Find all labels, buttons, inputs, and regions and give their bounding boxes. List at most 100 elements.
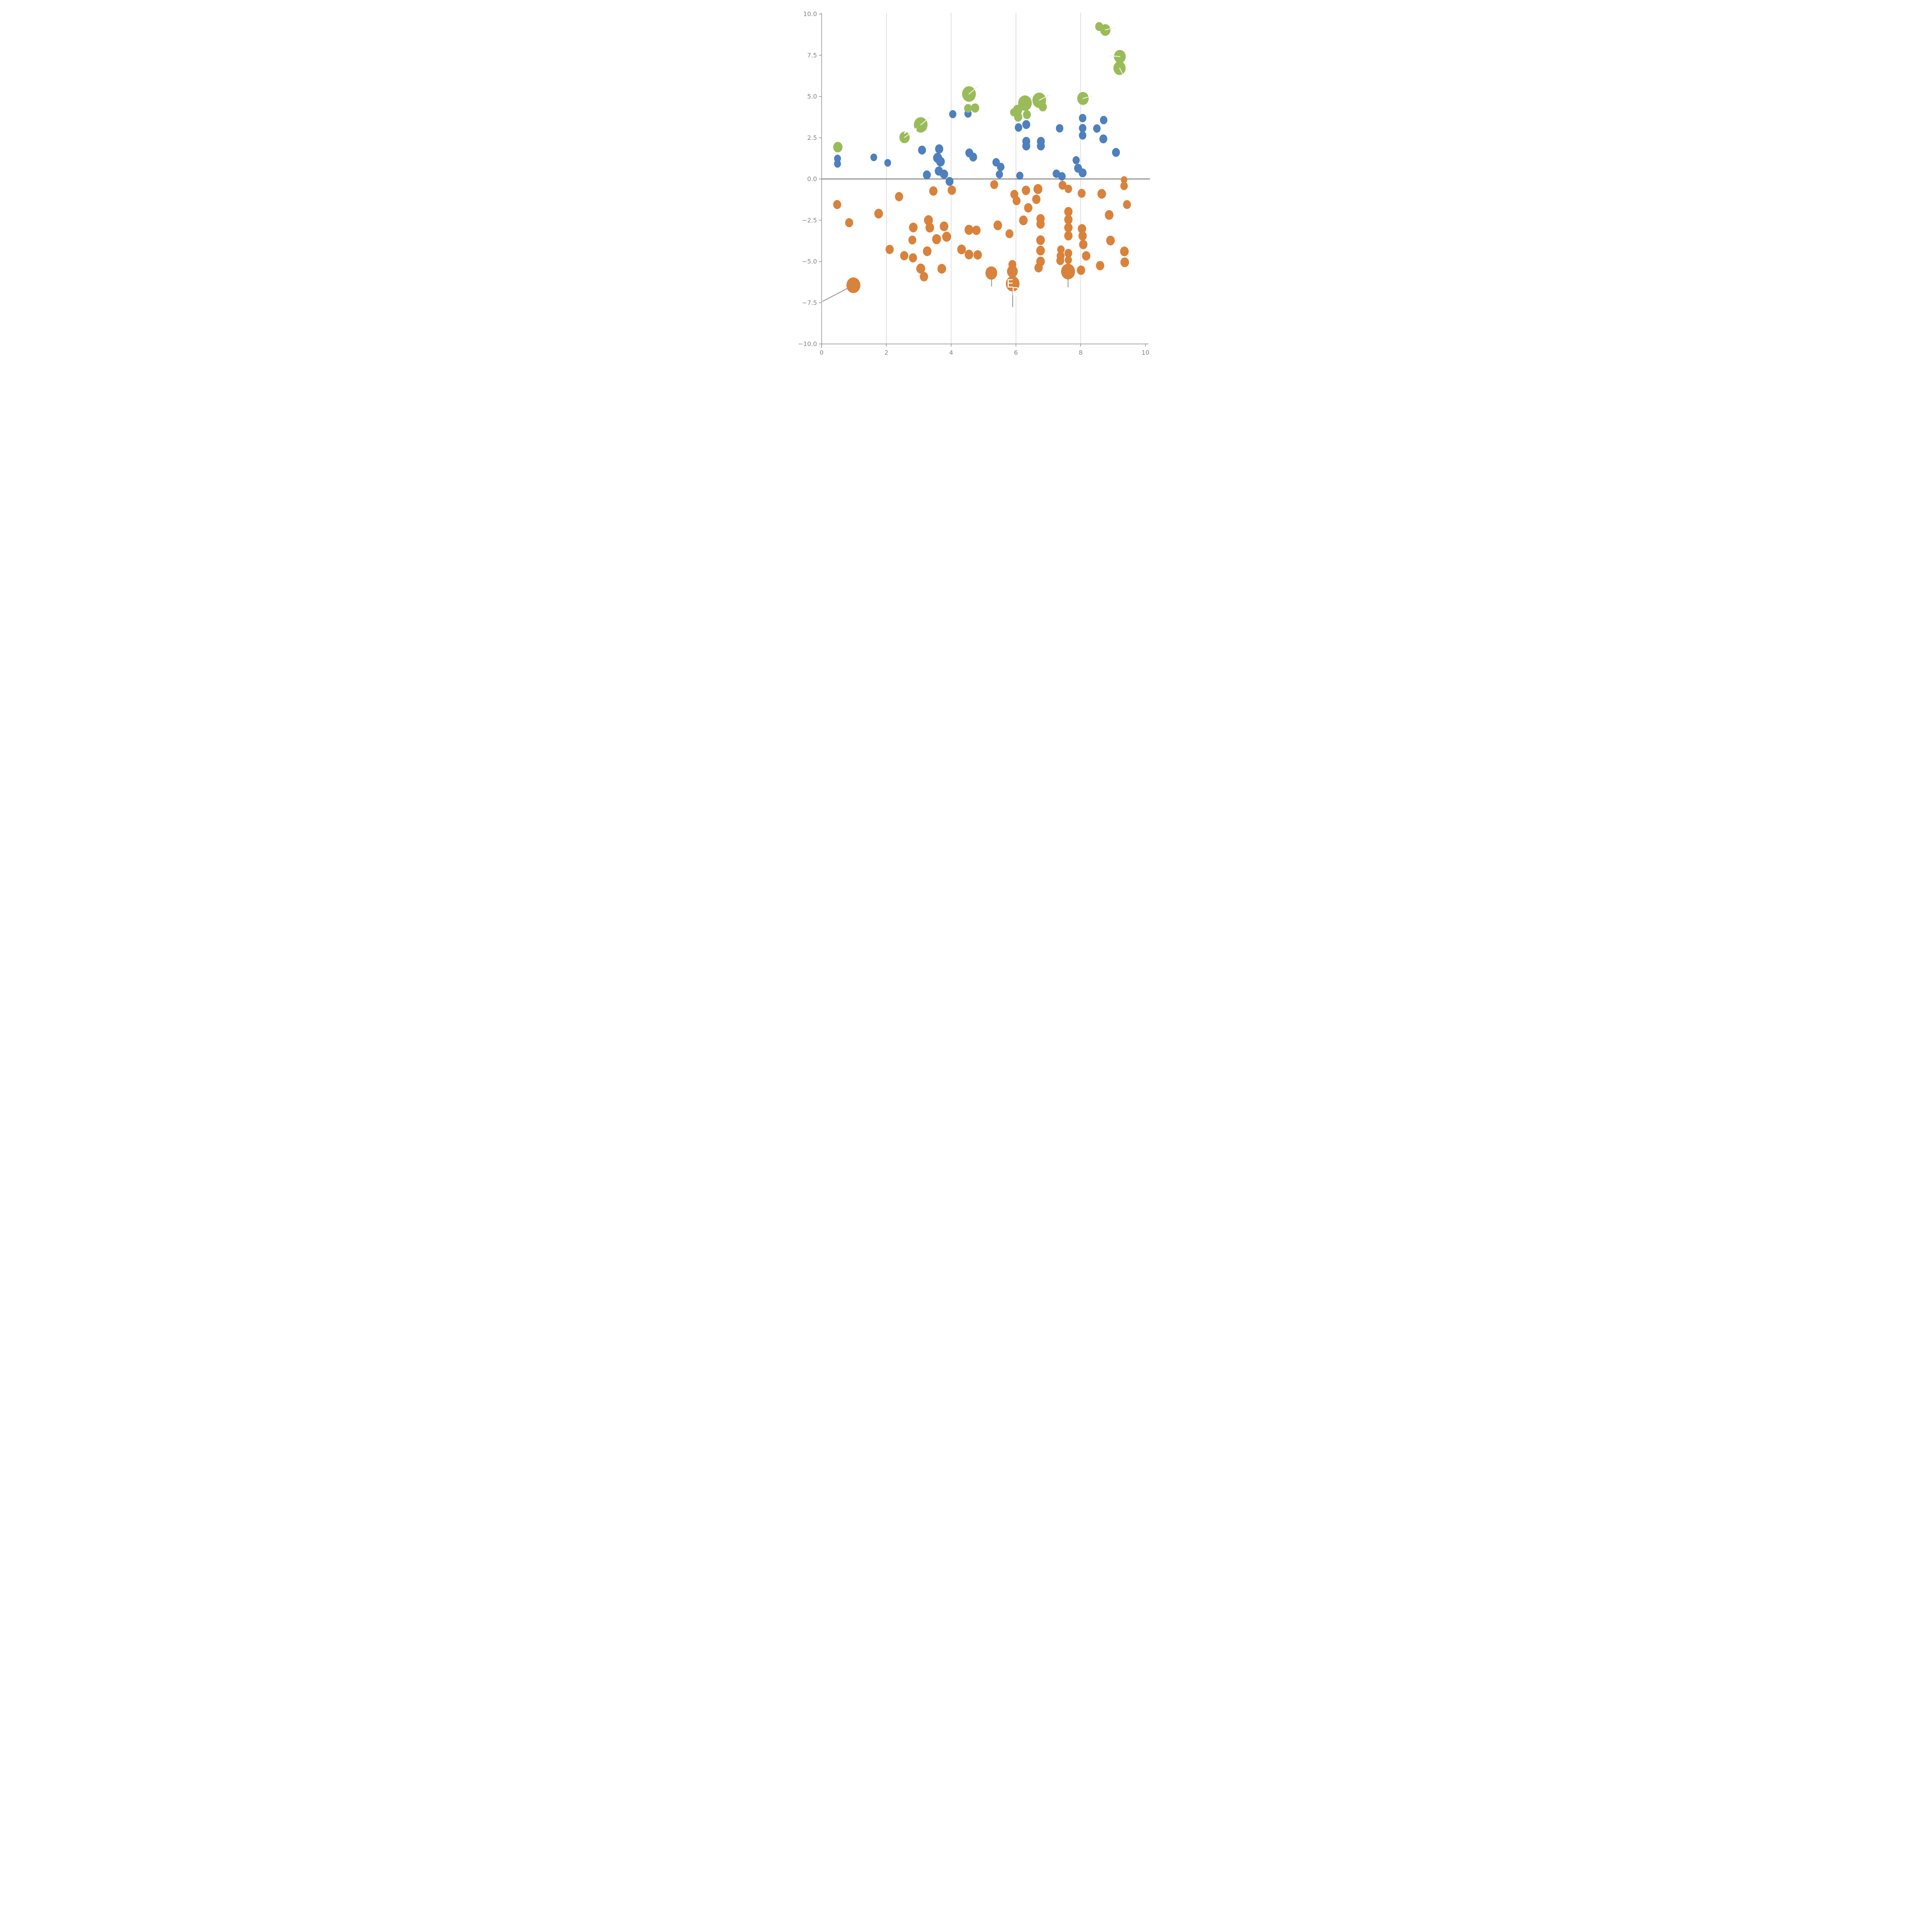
orange-bubble-48 bbox=[1064, 207, 1073, 216]
orange-bubble-49 bbox=[1064, 215, 1073, 224]
green-bubble-5 bbox=[971, 103, 980, 113]
green-bubble-15 bbox=[1095, 22, 1103, 31]
y-tick-label-10.0: 10.0 bbox=[803, 10, 817, 18]
orange-bubble-14 bbox=[925, 223, 934, 233]
orange-bubble-57 bbox=[1061, 264, 1075, 280]
orange-bubble-3 bbox=[895, 192, 903, 201]
light-leader-lines bbox=[904, 27, 1124, 138]
orange-bubble-11 bbox=[947, 185, 956, 195]
orange-bubble-0 bbox=[833, 200, 842, 209]
orange-bubble-13 bbox=[924, 215, 933, 225]
blue-bubble-29 bbox=[1072, 156, 1080, 165]
green-bubble-8 bbox=[1014, 112, 1022, 122]
blue-bubble-19 bbox=[1015, 123, 1022, 132]
green-bubble-9 bbox=[1018, 95, 1032, 111]
orange-bubble-51 bbox=[1064, 231, 1073, 241]
orange-bubble-22 bbox=[957, 244, 966, 255]
blue-bubble-37 bbox=[1099, 134, 1107, 143]
blue-bubble-12 bbox=[949, 110, 957, 118]
orange-bubble-34 bbox=[1024, 203, 1032, 213]
orange-bubble-35 bbox=[1019, 215, 1028, 225]
orange-bubble-66 bbox=[1096, 261, 1104, 270]
blue-bubble-34 bbox=[1079, 131, 1087, 140]
orange-bubble-55 bbox=[1064, 249, 1072, 258]
orange-bubble-45 bbox=[1034, 263, 1043, 273]
orange-bubble-1 bbox=[845, 218, 854, 228]
y-tick-label-7.5: 7.5 bbox=[807, 51, 817, 59]
orange-bubble-47 bbox=[1065, 184, 1072, 193]
orange-bubble-50 bbox=[1064, 223, 1073, 233]
series-orange bbox=[833, 176, 1131, 293]
annotation-letter-E: E bbox=[1007, 277, 1014, 290]
green-bubble-12 bbox=[1039, 102, 1047, 112]
orange-bubble-32 bbox=[1033, 184, 1043, 194]
annotation-leader-light-6 bbox=[1119, 68, 1124, 76]
orange-bubble-26 bbox=[972, 225, 981, 235]
orange-bubble-68 bbox=[1120, 247, 1129, 257]
orange-bubble-39 bbox=[985, 266, 997, 280]
white-text-fragment-0 bbox=[904, 130, 909, 134]
orange-bubble-69 bbox=[1120, 257, 1129, 267]
orange-bubble-17 bbox=[932, 234, 941, 245]
orange-bubble-64 bbox=[1082, 251, 1090, 261]
blue-bubble-15 bbox=[969, 152, 977, 162]
orange-bubble-6 bbox=[885, 245, 894, 254]
blue-bubble-18 bbox=[996, 170, 1003, 179]
orange-bubble-19 bbox=[916, 264, 925, 274]
annotation-leader-light-4 bbox=[1105, 27, 1116, 31]
tick-labels-layer: 10.0 7.5 5.0 2.5 0.0 −2.5 −5.0 −7.5 −10.00 2 4 6 8 10 bbox=[798, 10, 1149, 357]
y-tick-label-−5.0: −5.0 bbox=[802, 258, 817, 265]
orange-bubble-63 bbox=[1079, 240, 1088, 249]
annotation-leader-light-1 bbox=[920, 116, 931, 126]
orange-bubble-61 bbox=[1078, 224, 1086, 234]
y-tick-label-−2.5: −2.5 bbox=[802, 216, 817, 224]
x-tick-label-6: 6 bbox=[1014, 349, 1018, 356]
orange-bubble-52 bbox=[1057, 245, 1065, 254]
orange-bubble-41 bbox=[1036, 219, 1045, 229]
orange-bubble-60 bbox=[1105, 210, 1114, 220]
orange-bubble-59 bbox=[1097, 189, 1106, 199]
blue-bubble-32 bbox=[1079, 114, 1087, 122]
blue-bubble-3 bbox=[884, 159, 891, 167]
orange-bubble-5 bbox=[908, 235, 917, 245]
blue-bubble-22 bbox=[1022, 141, 1031, 151]
orange-bubble-31 bbox=[1022, 185, 1030, 195]
annotation-leader-light-3 bbox=[1039, 95, 1049, 101]
green-bubble-0 bbox=[833, 142, 843, 153]
orange-bubble-23 bbox=[964, 250, 973, 260]
green-bubble-4 bbox=[964, 104, 972, 113]
orange-bubble-70 bbox=[1123, 200, 1131, 209]
blue-bubble-10 bbox=[940, 169, 948, 179]
blue-bubble-24 bbox=[1037, 141, 1045, 151]
orange-bubble-54 bbox=[1056, 256, 1065, 265]
blue-bubble-11 bbox=[946, 177, 954, 186]
orange-bubble-2 bbox=[874, 209, 883, 219]
orange-bubble-58 bbox=[1078, 189, 1086, 198]
gray-leader-lines bbox=[822, 271, 1068, 307]
orange-bubble-20 bbox=[920, 272, 928, 282]
x-tick-label-4: 4 bbox=[949, 349, 953, 356]
blue-bubble-5 bbox=[923, 170, 931, 180]
blue-bubble-6 bbox=[935, 144, 944, 154]
blue-bubble-20 bbox=[1022, 120, 1031, 129]
green-bubble-10 bbox=[1023, 110, 1031, 119]
blue-bubble-31 bbox=[1078, 168, 1087, 177]
orange-bubble-46 bbox=[1058, 180, 1067, 190]
orange-bubble-42 bbox=[1036, 235, 1045, 245]
blue-bubble-25 bbox=[1016, 172, 1024, 180]
blue-bubble-2 bbox=[870, 153, 878, 162]
blue-bubble-35 bbox=[1093, 124, 1101, 133]
annotation-leader-light-0 bbox=[904, 131, 914, 138]
orange-bubble-7 bbox=[900, 251, 908, 260]
y-tick-label-0.0: 0.0 bbox=[807, 175, 817, 183]
x-tick-label-2: 2 bbox=[884, 349, 888, 356]
annotation-letter-D: D bbox=[1012, 285, 1020, 298]
orange-bubble-8 bbox=[909, 253, 917, 263]
blue-bubble-17 bbox=[997, 163, 1005, 171]
orange-bubble-62 bbox=[1078, 231, 1087, 241]
annotation-letters: ED bbox=[904, 27, 1113, 298]
axes-layer bbox=[819, 13, 1149, 348]
orange-bubble-16 bbox=[942, 231, 951, 242]
y-tick-label-2.5: 2.5 bbox=[807, 134, 817, 141]
blue-bubble-28 bbox=[1056, 124, 1064, 133]
